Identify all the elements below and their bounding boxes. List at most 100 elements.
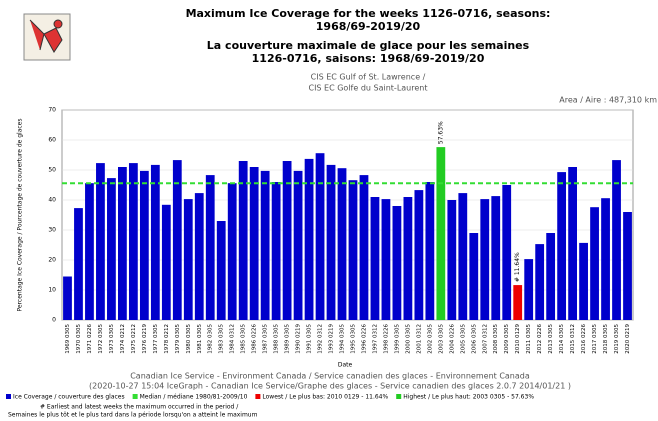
x-tick-label: 2001 0312: [416, 324, 422, 354]
legend-swatch: [6, 394, 11, 399]
y-tick-label: 70: [48, 107, 56, 114]
y-tick-label: 20: [48, 257, 56, 264]
x-tick-label: 2012 0226: [537, 324, 543, 354]
y-axis-label: Percentage Ice Coverage / Pourcentage de…: [17, 118, 24, 311]
x-tick-label: 1989 0305: [285, 324, 291, 354]
bar: [513, 285, 523, 320]
bar: [238, 161, 248, 320]
bar: [183, 199, 193, 320]
x-tick-label: 2015 0312: [570, 324, 576, 354]
x-tick-label: 1994 0305: [340, 324, 346, 354]
bar: [118, 167, 127, 320]
bar: [370, 197, 380, 320]
bar: [194, 193, 204, 320]
y-tick-label: 0: [52, 317, 56, 324]
legend-label: Ice Coverage / couverture des glaces: [13, 394, 125, 401]
bar: [458, 193, 468, 320]
subtitle: 1126-0716, saisons: 1968/69-2019/20: [252, 52, 485, 65]
x-tick-label: 1996 0226: [361, 324, 367, 354]
x-tick-label: 2008 0305: [493, 324, 499, 354]
x-tick-label: 1991 0305: [307, 324, 313, 354]
bar: [612, 160, 621, 320]
x-axis-label: Date: [338, 362, 353, 369]
bar: [63, 276, 72, 320]
x-tick-label: 1978 0212: [164, 324, 170, 354]
x-tick-label: 1992 0312: [318, 324, 324, 354]
x-tick-label: 1979 0305: [175, 324, 181, 354]
legend-swatch: [255, 394, 261, 399]
x-tick-label: 1972 0305: [98, 324, 104, 354]
bar: [337, 168, 347, 320]
bar: [139, 170, 149, 320]
bar: [74, 208, 83, 320]
y-tick-label: 10: [48, 287, 56, 294]
bar: [348, 180, 358, 320]
bar: [392, 206, 402, 320]
bar: [403, 197, 413, 320]
x-tick-label: 2011 0305: [526, 324, 532, 354]
bar: [568, 167, 577, 320]
bar: [85, 183, 94, 320]
legend-label: Lowest / Le plus bas: 2010 0129 - 11.64%: [262, 394, 388, 401]
legend-label: Median / médiane 1980/81-2009/10: [140, 394, 248, 401]
x-tick-label: 2010 0129: [515, 324, 521, 354]
x-tick-label: 2013 0305: [548, 324, 554, 354]
x-tick-label: 2006 0305: [471, 324, 477, 354]
x-tick-label: 1973 0305: [109, 324, 115, 354]
bar: [315, 153, 325, 320]
bar: [590, 207, 599, 320]
legend-swatch: [132, 394, 138, 399]
bar: [491, 196, 501, 320]
x-tick-label: 1983 0305: [219, 324, 225, 354]
footer: (2020-10-27 15:04 IceGraph - Canadian Ic…: [89, 382, 571, 391]
bar: [436, 147, 446, 320]
x-tick-label: 1988 0305: [274, 324, 280, 354]
x-tick-label: 1970 0305: [76, 324, 82, 354]
bar: [601, 198, 610, 320]
value-label: 57.63%: [437, 121, 444, 144]
title: Maximum Ice Coverage for the weeks 1126-…: [186, 7, 551, 20]
x-tick-label: 2003 0305: [438, 324, 444, 354]
x-tick-label: 1974 0212: [120, 324, 126, 354]
bar: [96, 163, 105, 320]
bar: [205, 175, 215, 320]
x-tick-label: 1980 0305: [186, 324, 192, 354]
x-tick-label: 1971 0226: [87, 324, 93, 354]
x-tick-label: 2018 0305: [603, 324, 609, 354]
x-tick-label: 1986 0226: [252, 324, 258, 354]
y-tick-label: 40: [48, 197, 56, 204]
x-tick-label: 1999 0305: [394, 324, 400, 354]
x-tick-label: 1984 0312: [230, 324, 236, 354]
x-tick-label: 1976 0219: [142, 324, 148, 354]
region: CIS EC Gulf of St. Lawrence /: [311, 73, 426, 82]
bar: [260, 170, 270, 320]
bar: [425, 182, 435, 320]
y-tick-label: 50: [48, 167, 56, 174]
bar: [469, 233, 479, 320]
bar: [282, 161, 292, 320]
bar: [128, 163, 138, 320]
x-tick-label: 1985 0305: [241, 324, 247, 354]
bar: [293, 170, 303, 320]
x-tick-label: 1981 0305: [197, 324, 203, 354]
subtitle: La couverture maximale de glace pour les…: [207, 39, 530, 52]
bar: [326, 164, 336, 320]
bar: [150, 164, 160, 320]
bar: [535, 244, 545, 320]
x-tick-label: 1975 0212: [131, 324, 137, 354]
bar: [271, 182, 281, 320]
x-tick-label: 1977 0305: [153, 324, 159, 354]
x-tick-label: 2005 0305: [460, 324, 466, 354]
x-tick-label: 1998 0226: [383, 324, 389, 354]
x-tick-label: 2017 0305: [592, 324, 598, 354]
x-tick-label: 2002 0305: [427, 324, 433, 354]
footer: Canadian Ice Service - Environment Canad…: [130, 372, 530, 381]
bar: [359, 175, 369, 320]
bar: [107, 178, 116, 320]
x-tick-label: 2009 0305: [504, 324, 510, 354]
x-tick-label: 2019 0305: [614, 324, 620, 354]
legend-swatch: [396, 394, 402, 399]
x-tick-label: 2000 0305: [405, 324, 411, 354]
x-tick-label: 1987 0305: [263, 324, 269, 354]
